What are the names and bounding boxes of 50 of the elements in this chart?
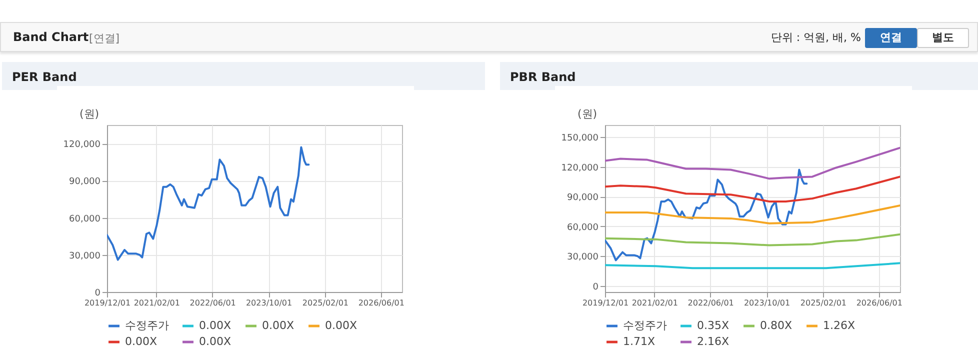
chart-title: PER Band [12,70,77,84]
x-tick-label: 2025/02/01 [302,298,348,308]
legend-label: 1.26X [823,319,856,332]
x-tick-label: 2025/02/01 [800,298,846,308]
y-tick-label: 90,000 [69,177,101,188]
line-series [605,146,900,180]
y-tick-label: 120,000 [63,140,101,150]
text: Band Chart [13,30,89,44]
x-tick-label: 2019/12/01 [582,298,629,308]
text: 단위 : 억원, 배, % [770,30,861,45]
y-tick-label: 0 [592,282,599,293]
x-tick-label: 2021/02/01 [632,298,678,308]
legend-label: 0.00X [199,335,232,348]
text: [연결] [89,31,120,46]
legend-label: 0.35X [697,319,730,332]
y-tick-label: 30,000 [69,251,101,262]
legend-label: 0.00X [262,319,294,332]
x-tick-label: 2026/06/01 [358,298,404,308]
x-tick-label: 2023/10/01 [744,298,790,308]
legend-label: 2.16X [697,335,730,348]
toggle-button: 연결 [865,28,917,48]
legend-label: 0.00X [199,319,232,332]
legend-label: 0.00X [125,335,158,348]
y-tick-label: 60,000 [69,214,101,224]
chart-title: PBR Band [510,70,576,84]
x-tick-label: 2022/06/01 [190,298,236,308]
legend-label: 1.71X [623,335,656,348]
line-series [605,168,808,262]
y-axis-title: (원) [578,108,598,120]
legend-label: 0.80X [760,319,792,332]
x-tick-label: 2026/06/01 [856,298,902,308]
y-tick-label: 90,000 [567,193,599,204]
line-series [605,176,900,203]
x-tick-label: 2019/12/01 [84,298,131,308]
y-tick-label: 120,000 [561,163,599,174]
line-series [605,233,900,246]
y-tick-label: 60,000 [567,222,599,233]
legend-label: 0.00X [325,319,358,332]
toggle-button: 별도 [917,28,969,48]
line-series [107,146,310,261]
legend-label: 수정주가 [623,319,667,332]
y-axis-title: (원) [80,108,100,120]
line-series [605,204,900,224]
x-tick-label: 2022/06/01 [688,298,734,308]
y-tick-label: 150,000 [561,133,599,144]
y-tick-label: 30,000 [567,252,599,263]
y-tick-label: 0 [94,288,101,298]
x-tick-label: 2023/10/01 [246,298,292,308]
x-tick-label: 2021/02/01 [134,298,180,308]
legend-label: 수정주가 [125,319,169,332]
